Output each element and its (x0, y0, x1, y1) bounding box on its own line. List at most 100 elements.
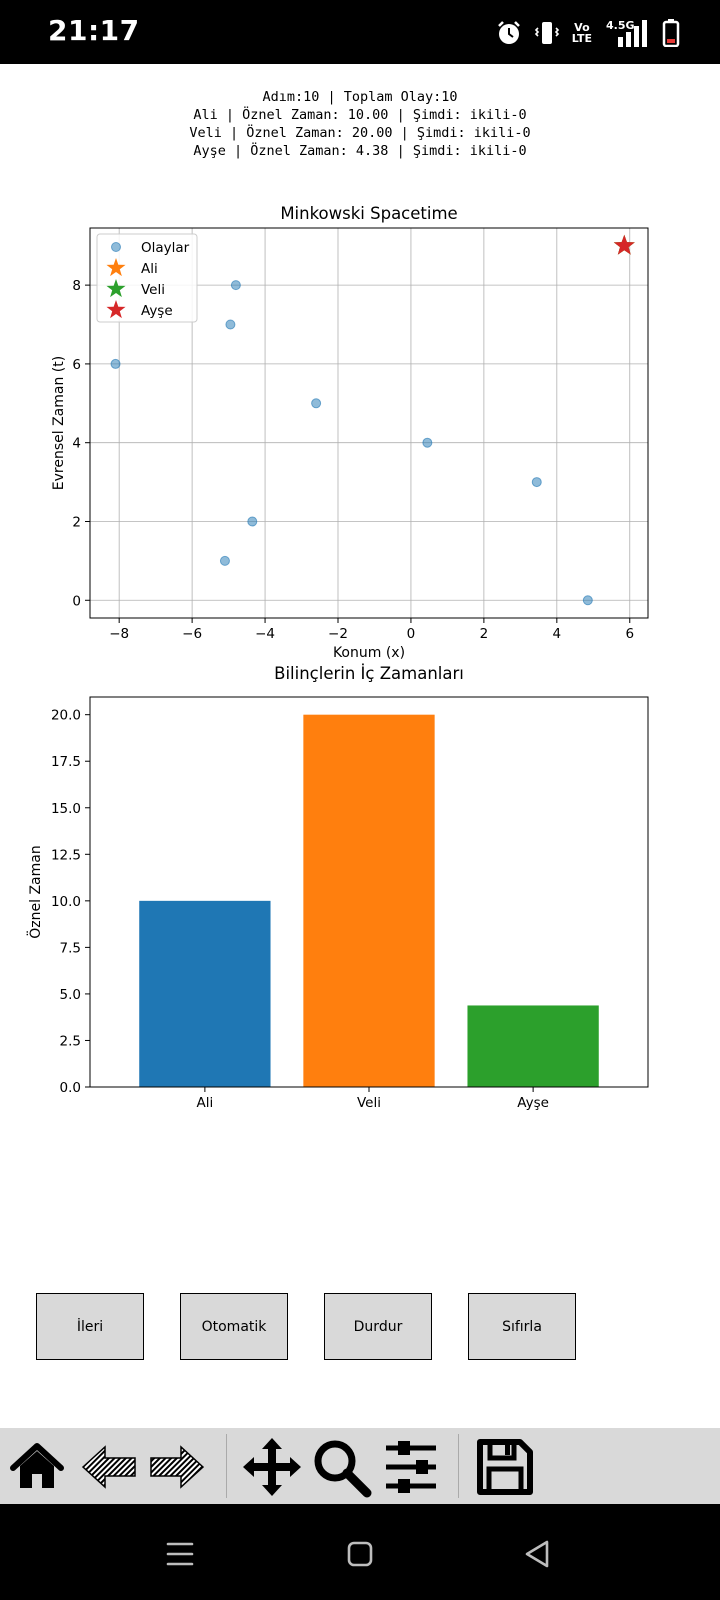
alarm-icon (496, 20, 522, 46)
x-tick-label: 2 (480, 626, 489, 642)
forward-arrow-icon[interactable] (146, 1436, 208, 1498)
legend-star (106, 258, 126, 277)
bar-chart-y-ticks: 0.0 2.5 5.0 7.5 10.0 12.5 15.0 17.5 20.0 (51, 708, 90, 1096)
event-point (225, 319, 236, 330)
x-tick-label: −4 (255, 626, 275, 642)
y-tick-label: 2 (72, 514, 81, 530)
home-icon[interactable] (6, 1436, 68, 1498)
bar-ayşe (467, 1005, 599, 1087)
y-tick-label: 10.0 (51, 894, 81, 910)
info-panel: Adım:10 | Toplam Olay:10 Ali | Öznel Zam… (0, 88, 720, 160)
event-point (582, 595, 593, 606)
y-tick-label: 2.5 (60, 1033, 81, 1049)
legend-olaylar-label: Olaylar (141, 240, 190, 256)
spacetime-y-ticks: 0 2 4 6 8 (72, 278, 90, 609)
otomatik-button[interactable]: Otomatik (180, 1293, 288, 1360)
status-bar: 21:17 Vo LTE 4.5G (0, 0, 720, 64)
x-tick-label: −6 (182, 626, 202, 642)
y-tick-label: 8 (72, 278, 81, 294)
y-tick-label: 5.0 (60, 987, 81, 1003)
legend-veli-label: Veli (141, 282, 165, 298)
x-tick-label: Ali (197, 1095, 214, 1111)
spacetime-grid (90, 228, 648, 618)
legend-ali-label: Ali (141, 261, 158, 277)
pan-icon[interactable] (241, 1436, 303, 1498)
legend-ayse-label: Ayşe (141, 303, 173, 319)
y-tick-label: 7.5 (60, 940, 81, 956)
info-line-ayse: Ayşe | Öznel Zaman: 4.38 | Şimdi: ikili-… (193, 143, 527, 159)
y-tick-label: 6 (72, 357, 81, 373)
spacetime-axes-frame (89, 227, 649, 619)
legend-star (106, 300, 126, 319)
home-square-icon[interactable] (340, 1534, 380, 1574)
event-point (422, 437, 433, 448)
info-line-veli: Veli | Öznel Zaman: 20.00 | Şimdi: ikili… (189, 125, 531, 141)
bar-veli (303, 714, 435, 1087)
save-icon[interactable] (474, 1436, 536, 1498)
x-tick-label: −2 (328, 626, 348, 642)
volte-vo: Vo (574, 21, 590, 34)
legend-veli-marker (106, 279, 126, 298)
event-point (247, 516, 258, 527)
x-tick-label: −8 (109, 626, 129, 642)
y-tick-label: 12.5 (51, 847, 81, 863)
figure: Minkowski Spacetime −8 −6 −4 −2 0 2 4 6 0 2 4 6 8 K… (0, 190, 720, 1120)
battery-icon (662, 19, 680, 47)
legend-ali-marker (106, 258, 126, 277)
configure-subplots-icon[interactable] (380, 1436, 442, 1498)
legend-box (96, 233, 198, 323)
menu-icon[interactable] (160, 1534, 200, 1574)
y-tick-label: 0.0 (60, 1080, 81, 1096)
event-point (219, 555, 230, 566)
sifirla-button[interactable]: Sıfırla (468, 1293, 576, 1360)
spacetime-chart: Minkowski Spacetime −8 −6 −4 −2 0 2 4 6 0 2 4 6 8 K… (51, 204, 649, 661)
observer-star-ayşe (613, 234, 635, 255)
event-point (311, 398, 322, 409)
volte-lte: LTE (571, 32, 592, 45)
bar-chart-title: Bilinçlerin İç Zamanları (274, 664, 464, 683)
legend-olaylar-marker (111, 242, 121, 252)
signal-icon: 4.5G (604, 19, 650, 47)
plot-toolbar (0, 1428, 720, 1504)
x-tick-label: 6 (625, 626, 634, 642)
ileri-button[interactable]: İleri (36, 1293, 144, 1360)
zoom-icon[interactable] (310, 1436, 372, 1498)
y-tick-label: 20.0 (51, 708, 81, 724)
figure-canvas[interactable]: Minkowski Spacetime −8 −6 −4 −2 0 2 4 6 0 2 4 6 8 K… (0, 190, 720, 1120)
status-time: 21:17 (48, 14, 140, 47)
bar-chart-bars (139, 714, 599, 1087)
event-point (531, 477, 542, 488)
info-line-step: Adım:10 | Toplam Olay:10 (262, 89, 458, 105)
bar-chart-ylabel: Öznel Zaman (26, 845, 44, 938)
event-point (230, 280, 241, 291)
x-tick-label: 4 (553, 626, 562, 642)
vibrate-icon (534, 20, 560, 46)
volte-icon: Vo LTE (572, 22, 592, 44)
spacetime-title: Minkowski Spacetime (280, 204, 457, 223)
toolbar-separator (226, 1434, 227, 1498)
back-triangle-icon[interactable] (518, 1534, 558, 1574)
y-tick-label: 4 (72, 436, 81, 452)
durdur-button[interactable]: Durdur (324, 1293, 432, 1360)
event-point (110, 358, 121, 369)
y-tick-label: 15.0 (51, 801, 81, 817)
x-tick-label: 0 (407, 626, 416, 642)
toolbar-separator (458, 1434, 459, 1498)
navigation-bar (0, 1504, 720, 1600)
info-line-ali: Ali | Öznel Zaman: 10.00 | Şimdi: ikili-… (193, 107, 527, 123)
bar-chart-axes-frame (89, 696, 649, 1088)
legend-ayse-marker (106, 300, 126, 319)
spacetime-ylabel: Evrensel Zaman (t) (51, 356, 67, 490)
y-tick-label: 0 (72, 593, 81, 609)
network-type: 4.5G (606, 19, 635, 32)
status-icons: Vo LTE 4.5G (496, 16, 680, 50)
x-tick-label: Veli (357, 1095, 381, 1111)
spacetime-points (110, 234, 635, 606)
x-tick-label: Ayşe (517, 1095, 549, 1111)
back-arrow-icon[interactable] (78, 1436, 140, 1498)
bar-ali (139, 900, 271, 1087)
legend-star (106, 279, 126, 298)
spacetime-legend: Olaylar Ali Veli Ayşe (96, 233, 198, 323)
bar-chart: Bilinçlerin İç Zamanları 0.0 2.5 5.0 7.5 10.… (26, 664, 649, 1111)
y-tick-label: 17.5 (51, 754, 81, 770)
